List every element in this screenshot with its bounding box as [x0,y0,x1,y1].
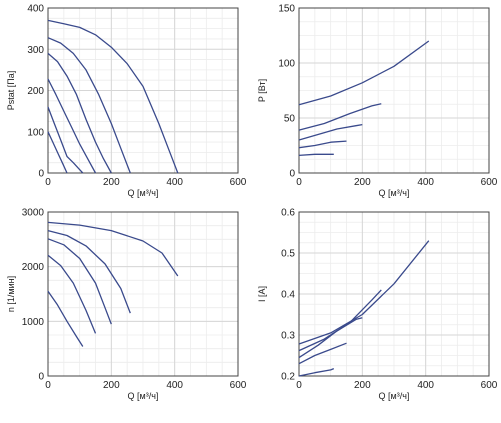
y-axis-label: P [Вт] [257,79,267,102]
series-line-2 [298,289,382,352]
y-tick-label: 100 [27,127,44,138]
y-tick-label: 300 [27,45,44,56]
series-line-3 [47,52,112,174]
y-tick-label: 0 [38,372,44,383]
y-tick-label: 0 [289,169,295,180]
x-tick-label: 600 [481,177,498,188]
x-tick-label: 600 [230,177,247,188]
series-line-2 [47,37,131,174]
y-tick-label: 400 [27,4,44,15]
y-axis-label: n [1/мин] [6,276,16,312]
x-tick-label: 0 [45,177,51,188]
y-tick-label: 200 [27,86,44,97]
y-tick-label: 3000 [22,208,45,219]
series-line-1 [298,40,430,106]
y-tick-label: 0.3 [281,331,295,342]
x-tick-label: 600 [230,380,247,391]
y-tick-label: 2000 [22,262,45,273]
plot-frame [298,7,490,174]
series-line-1 [47,221,179,277]
x-tick-label: 400 [166,380,183,391]
series-line-5 [298,368,335,377]
y-tick-label: 150 [278,4,295,15]
series-line-6 [47,131,68,174]
y-tick-label: 0 [38,169,44,180]
series-line-4 [298,342,347,365]
x-tick-label: 600 [481,380,498,391]
series-line-3 [298,317,363,359]
x-tick-label: 0 [45,380,51,391]
y-tick-label: 0.4 [281,290,295,301]
y-tick-label: 50 [284,114,296,125]
x-tick-label: 400 [417,380,434,391]
series-line-2 [298,103,382,131]
series-line-2 [47,229,131,314]
y-axis-label: Pstat [Па] [6,71,16,111]
series-line-5 [47,106,84,174]
x-axis-label: Q [м³/ч] [128,188,159,198]
x-tick-label: 200 [354,380,371,391]
series-line-3 [298,123,363,141]
series-line-5 [298,153,334,157]
x-tick-label: 400 [417,177,434,188]
plot-frame [47,211,239,377]
series-line-4 [298,140,347,149]
x-tick-label: 0 [296,380,302,391]
x-tick-label: 400 [166,177,183,188]
y-tick-label: 1000 [22,317,45,328]
x-axis-label: Q [м³/ч] [128,391,159,401]
series-line-4 [47,78,97,174]
series-line-1 [298,240,430,345]
y-axis-label: I [A] [257,286,267,302]
x-tick-label: 200 [354,177,371,188]
series-line-3 [47,238,112,325]
series-line-5 [47,290,84,347]
x-axis-label: Q [м³/ч] [379,391,410,401]
plot-frame [298,211,490,377]
series-line-4 [47,254,97,334]
series-line-1 [47,19,179,174]
y-tick-label: 0.5 [281,249,295,260]
x-tick-label: 200 [103,380,120,391]
x-tick-label: 200 [103,177,120,188]
x-tick-label: 0 [296,177,302,188]
x-axis-label: Q [м³/ч] [379,188,410,198]
y-tick-label: 0.6 [281,208,295,219]
plot-frame [47,7,239,174]
y-tick-label: 100 [278,59,295,70]
y-tick-label: 0.2 [281,372,295,383]
